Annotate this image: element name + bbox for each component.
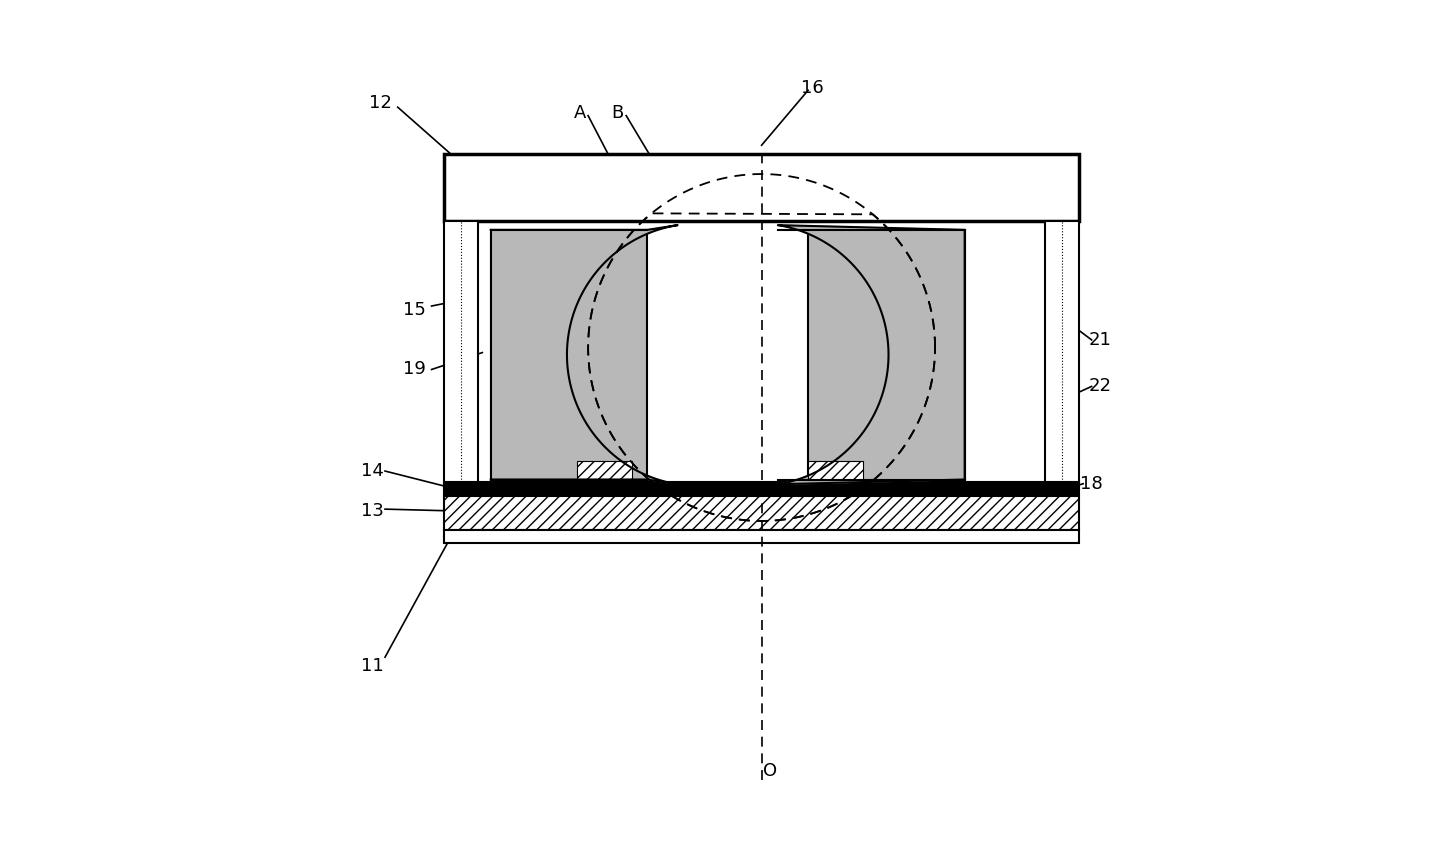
Bar — [444, 154, 1079, 222]
Bar — [807, 461, 862, 480]
Polygon shape — [491, 225, 677, 484]
Text: 18: 18 — [1081, 475, 1103, 492]
Bar — [491, 230, 647, 480]
Text: 12: 12 — [369, 94, 392, 112]
Bar — [444, 482, 1079, 497]
Text: 19: 19 — [404, 361, 425, 379]
Text: B: B — [612, 104, 624, 122]
Text: 22: 22 — [1088, 378, 1111, 396]
Text: 13: 13 — [360, 502, 383, 520]
Bar — [444, 497, 1079, 531]
Text: A: A — [573, 104, 586, 122]
Text: 21: 21 — [1088, 331, 1111, 349]
Polygon shape — [778, 225, 965, 484]
Bar — [444, 222, 478, 488]
Bar — [577, 461, 632, 480]
Text: 15: 15 — [404, 301, 425, 319]
Text: 16: 16 — [802, 79, 823, 97]
Bar — [807, 230, 965, 480]
Text: 14: 14 — [360, 462, 383, 480]
Text: 11: 11 — [360, 656, 383, 675]
Bar — [1045, 222, 1079, 488]
Bar — [444, 531, 1079, 543]
Text: O: O — [763, 762, 777, 780]
